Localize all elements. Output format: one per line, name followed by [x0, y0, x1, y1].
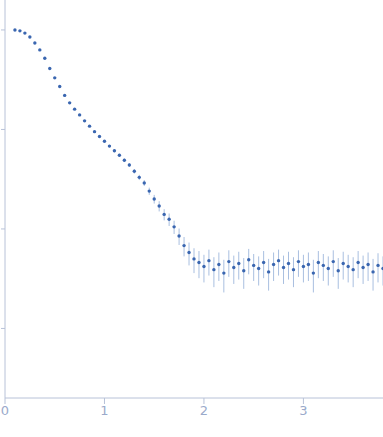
svg-text:1: 1 [100, 403, 108, 418]
svg-text:3: 3 [299, 403, 307, 418]
svg-text:2: 2 [200, 403, 208, 418]
svg-text:0: 0 [8, 403, 9, 418]
